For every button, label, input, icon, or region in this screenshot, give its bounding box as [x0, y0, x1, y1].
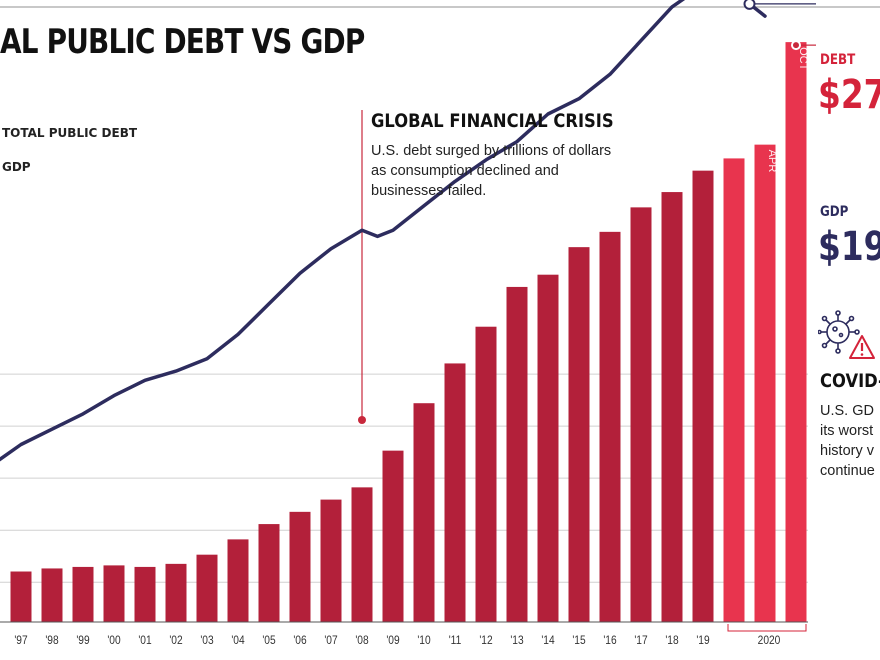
- debt-bar: [72, 566, 94, 622]
- x-tick-label: '06: [293, 634, 306, 647]
- x-tick-label: '09: [386, 634, 399, 647]
- covid-annotation-line: U.S. GD: [820, 403, 874, 419]
- x-tick-label: '03: [200, 634, 213, 647]
- covid-annotation-line: history v: [820, 443, 874, 459]
- debt-bar: [382, 450, 404, 622]
- debt-bar: [10, 571, 32, 622]
- debt-callout-label: DEBT: [820, 52, 856, 68]
- x-tick-label: '08: [355, 634, 368, 647]
- x-tick-label: '01: [138, 634, 151, 647]
- debt-bar: [41, 568, 63, 622]
- x-tick-label: '07: [324, 634, 337, 647]
- covid-annotation-line: its worst: [820, 423, 874, 439]
- virus-warning-icon: [818, 310, 875, 359]
- x-tick-label: '04: [231, 634, 244, 647]
- debt-bar: [723, 158, 745, 622]
- debt-bar: [134, 566, 156, 622]
- x-tick-label: '10: [417, 634, 430, 647]
- debt-bar: [506, 286, 528, 622]
- debt-bar: [537, 274, 559, 622]
- x-tick-labels: '97 '98 '99 '00 '01 '02 '03 '04 '05 '06 '07 '08 '09 '…: [14, 634, 780, 647]
- debt-bar: [599, 231, 621, 622]
- bar-label: OCT: [797, 47, 809, 71]
- x-tick-label: '15: [572, 634, 585, 647]
- gdp-line: [0, 0, 767, 462]
- debt-bar: [320, 499, 342, 622]
- debt-bar: [413, 403, 435, 622]
- debt-bar: [630, 207, 652, 622]
- x-tick-label: '98: [45, 634, 58, 647]
- debt-end-marker-dot: [793, 42, 799, 49]
- gfc-annotation-title: GLOBAL FINANCIAL CRISIS: [371, 110, 614, 132]
- gdp-end-marker: [743, 0, 756, 10]
- debt-bar: [661, 192, 683, 622]
- 2020-bracket: [727, 624, 807, 632]
- debt-callout-value: $27.: [818, 72, 880, 118]
- chart-title: AL PUBLIC DEBT VS GDP: [0, 22, 365, 62]
- x-tick-label: '19: [696, 634, 709, 647]
- debt-bar: [568, 247, 590, 622]
- debt-bar: [475, 326, 497, 622]
- debt-bar: [444, 363, 466, 622]
- x-tick-label: '13: [510, 634, 523, 647]
- legend-gdp: GDP: [2, 160, 31, 174]
- covid-annotation-line: continue: [820, 463, 875, 479]
- gdp-callout-label: GDP: [820, 204, 849, 220]
- x-tick-label: '00: [107, 634, 120, 647]
- debt-bar: [258, 524, 280, 622]
- x-tick-label: '05: [262, 634, 275, 647]
- gridlines: [0, 373, 808, 583]
- gfc-annotation-body: U.S. debt surged by trillions of dollars…: [371, 143, 612, 199]
- bar-labels: APR OCT: [766, 47, 809, 172]
- bar-label: APR: [766, 150, 778, 173]
- debt-bar: [754, 144, 776, 622]
- x-tick-label: '97: [14, 634, 27, 647]
- x-tick-label: '16: [603, 634, 616, 647]
- debt-bars: [10, 42, 807, 622]
- legend-debt: TOTAL PUBLIC DEBT: [2, 126, 138, 140]
- debt-bar: [692, 170, 714, 622]
- gdp-callout-value: $19.: [818, 224, 880, 270]
- debt-bar: [351, 487, 373, 622]
- x-tick-label: '11: [449, 634, 462, 647]
- covid-annotation-title: COVID-: [820, 370, 880, 392]
- debt-bar: [103, 565, 125, 622]
- debt-bar: [196, 554, 218, 622]
- gfc-marker-dot: [358, 416, 366, 424]
- x-tick-label: '14: [541, 634, 554, 647]
- x-tick-label: '99: [76, 634, 89, 647]
- debt-bar: [289, 511, 311, 622]
- x-tick-label: '18: [665, 634, 678, 647]
- debt-bar: [785, 42, 807, 622]
- top-rule: [0, 6, 880, 8]
- x-tick-label: 2020: [758, 634, 781, 647]
- x-tick-label: '12: [479, 634, 492, 647]
- x-tick-label: '17: [634, 634, 647, 647]
- debt-bar: [165, 563, 187, 622]
- x-tick-label: '02: [169, 634, 182, 647]
- covid-annotation-body: U.S. GD its worst history v continue: [820, 401, 880, 481]
- debt-bar: [227, 539, 249, 622]
